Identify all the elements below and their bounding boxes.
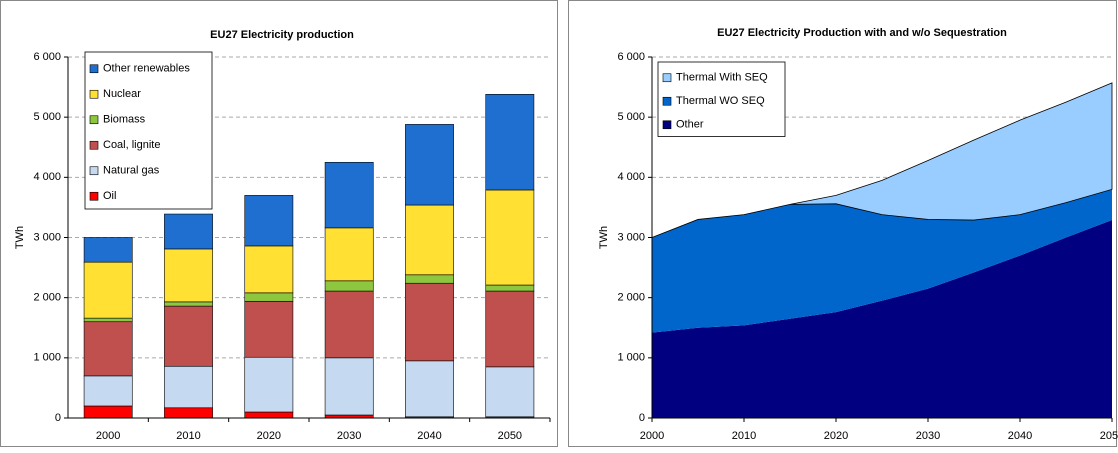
y-tick-label: 0 (55, 412, 61, 424)
bar-segment (83, 237, 133, 263)
bar-segment (405, 360, 454, 418)
bar-segment (405, 124, 454, 206)
bar-segment (244, 292, 294, 302)
x-tick-label: 2030 (337, 430, 361, 442)
legend-box (84, 51, 213, 210)
y-tick-label: 0 (639, 412, 645, 424)
bar-segment (405, 204, 454, 276)
bar-segment (244, 245, 294, 294)
area (651, 82, 1113, 238)
legend-label: Biomass (103, 114, 146, 126)
y-tick-label: 1 000 (33, 352, 61, 364)
x-tick-label: 2030 (916, 430, 940, 442)
y-tick-label: 4 000 (617, 171, 645, 183)
x-tick-label: 2010 (176, 430, 200, 442)
bar-segment (83, 317, 133, 323)
legend-swatch (89, 166, 99, 176)
bar-segment (164, 407, 213, 419)
x-tick-label: 2040 (417, 430, 441, 442)
y-tick-label: 3 000 (617, 231, 645, 243)
y-tick-label: 5 000 (617, 111, 645, 123)
bar-segment (164, 301, 213, 307)
legend-swatch (89, 64, 99, 74)
y-tick-label: 6 000 (33, 51, 61, 63)
legend-label: Nuclear (103, 88, 141, 100)
area (652, 189, 1112, 333)
legend-label: Thermal With SEQ (676, 72, 768, 84)
bar-segment (244, 300, 294, 358)
y-tick-label: 1 000 (617, 352, 645, 364)
chart-title: EU27 Electricity Production with and w/o… (717, 27, 1007, 39)
legend-label: Other (676, 119, 704, 131)
bar-segment (244, 195, 294, 247)
legend-box (657, 61, 786, 137)
bar-segment (244, 411, 294, 419)
bar-segment (244, 356, 294, 413)
chart-title: EU27 Electricity production (210, 29, 354, 41)
x-tick-label: 2020 (824, 430, 848, 442)
bar-segment (164, 305, 213, 367)
y-tick-label: 3 000 (33, 231, 61, 243)
bar-segment (324, 357, 374, 416)
legend-label: Thermal WO SEQ (676, 95, 765, 107)
x-tick-label: 2010 (732, 430, 756, 442)
bar-segment (83, 375, 133, 407)
x-tick-label: 2000 (96, 430, 120, 442)
legend-label: Natural gas (103, 165, 160, 177)
legend-swatch (89, 115, 99, 125)
x-tick-label: 2050 (498, 430, 522, 442)
bar-segment (324, 227, 374, 282)
legend-swatch (662, 96, 672, 106)
bar-segment (485, 290, 535, 368)
x-tick-label: 2040 (1008, 430, 1032, 442)
y-tick-label: 2 000 (617, 292, 645, 304)
x-tick-label: 2050 (1100, 430, 1118, 442)
bar-segment (83, 261, 133, 319)
bar-segment (405, 282, 454, 362)
bar-segment (405, 274, 454, 284)
bar-segment (324, 161, 374, 229)
legend-label: Coal, lignite (103, 139, 160, 151)
legend-swatch (662, 120, 672, 130)
y-axis-label: TWh (598, 226, 610, 249)
y-tick-label: 2 000 (33, 292, 61, 304)
legend-label: Other renewables (103, 63, 190, 75)
y-tick-label: 6 000 (617, 51, 645, 63)
legend-label: Oil (103, 190, 116, 202)
legend-swatch (89, 89, 99, 99)
bar-segment (485, 366, 535, 418)
y-axis-label: TWh (14, 226, 26, 249)
bar-segment (485, 94, 535, 191)
y-tick-label: 5 000 (33, 111, 61, 123)
y-tick-label: 4 000 (33, 171, 61, 183)
bar-segment (164, 365, 213, 409)
legend-swatch (662, 73, 672, 83)
bar-segment (83, 405, 133, 419)
bar-segment (485, 284, 535, 292)
x-tick-label: 2020 (257, 430, 281, 442)
legend-swatch (89, 191, 99, 201)
legend-swatch (89, 140, 99, 150)
bar-segment (164, 213, 213, 250)
x-tick-label: 2000 (640, 430, 664, 442)
bar-segment (324, 290, 374, 359)
bar-segment (83, 321, 133, 377)
bar-segment (324, 280, 374, 292)
bar-segment (485, 189, 535, 286)
bar-segment (164, 248, 213, 303)
area (652, 220, 1112, 418)
